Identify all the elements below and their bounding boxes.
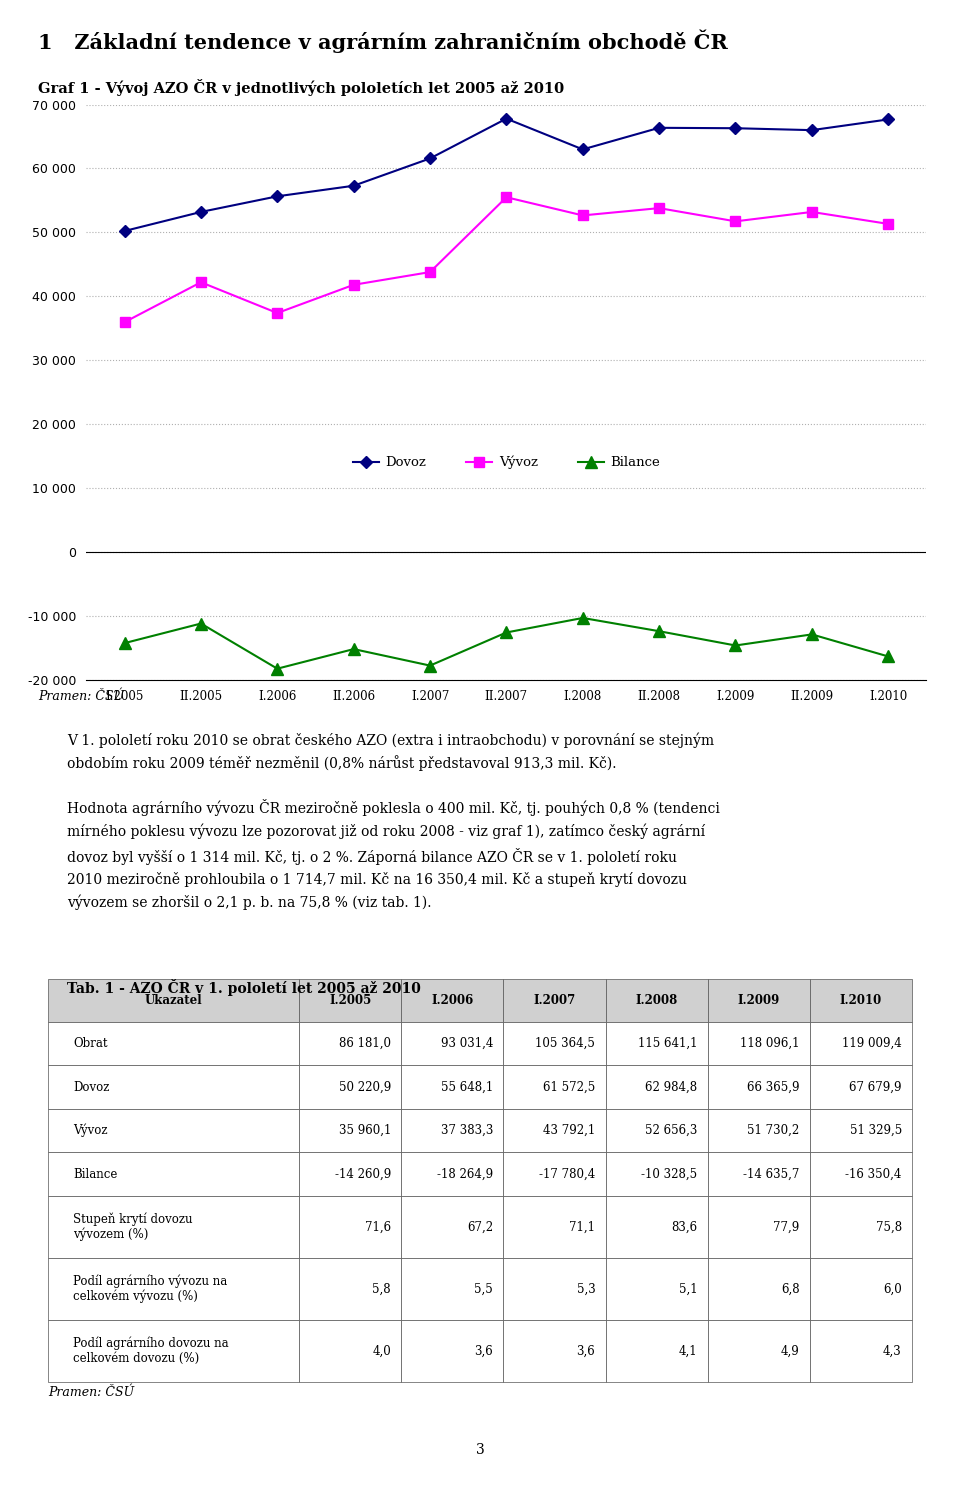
Legend: Dovoz, Vývoz, Bilance: Dovoz, Vývoz, Bilance [348, 451, 665, 475]
Text: Pramen: ČSÚ: Pramen: ČSÚ [48, 1386, 134, 1400]
Text: V 1. pololetí roku 2010 se obrat českého AZO (extra i intraobchodu) v porovnání : V 1. pololetí roku 2010 se obrat českého… [67, 732, 714, 771]
Text: Graf 1 - Vývoj AZO ČR v jednotlivých pololetích let 2005 až 2010: Graf 1 - Vývoj AZO ČR v jednotlivých pol… [38, 79, 564, 96]
Text: 3: 3 [475, 1443, 485, 1457]
Text: Tab. 1 - AZO ČR v 1. pololetí let 2005 až 2010: Tab. 1 - AZO ČR v 1. pololetí let 2005 a… [67, 979, 421, 995]
Text: 1   Základní tendence v agrárním zahraničním obchodě ČR: 1 Základní tendence v agrárním zahraničn… [38, 30, 728, 54]
Text: Hodnota agrárního vývozu ČR meziročně poklesla o 400 mil. Kč, tj. pouhých 0,8 % : Hodnota agrárního vývozu ČR meziročně po… [67, 799, 720, 910]
Text: Pramen: ČSÚ: Pramen: ČSÚ [38, 690, 125, 704]
